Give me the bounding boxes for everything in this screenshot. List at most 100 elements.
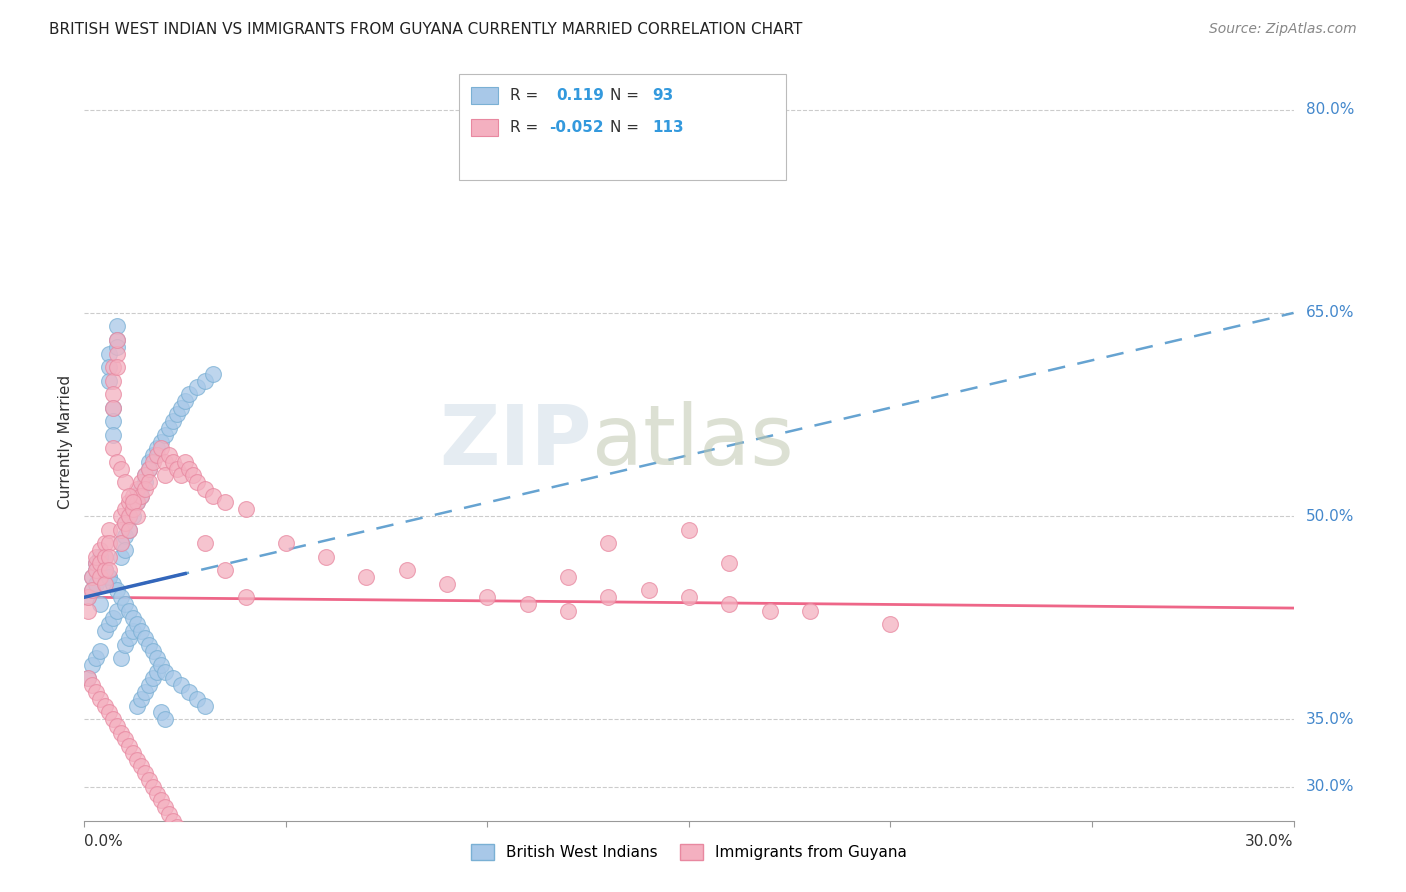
Point — [121, 502, 143, 516]
Point — [118, 489, 141, 503]
Point — [105, 455, 128, 469]
Point — [118, 739, 141, 754]
Point — [138, 455, 160, 469]
Text: R =: R = — [510, 120, 543, 136]
Point — [101, 360, 124, 375]
Point — [134, 482, 156, 496]
Point — [77, 604, 100, 618]
Point — [86, 651, 108, 665]
Point — [105, 719, 128, 733]
Point — [162, 414, 184, 428]
Point — [129, 759, 152, 773]
Text: 80.0%: 80.0% — [1306, 103, 1354, 118]
Point — [149, 434, 172, 449]
Point — [110, 651, 132, 665]
Point — [101, 576, 124, 591]
Point — [125, 698, 148, 713]
Point — [101, 374, 124, 388]
Point — [678, 591, 700, 605]
Point — [93, 563, 115, 577]
Text: ZIP: ZIP — [440, 401, 592, 482]
Point — [356, 570, 378, 584]
Point — [93, 624, 115, 639]
Point — [129, 475, 152, 490]
Point — [134, 475, 156, 490]
Point — [77, 672, 100, 686]
Point — [194, 536, 217, 550]
Point — [153, 427, 176, 442]
Text: 113: 113 — [652, 120, 685, 136]
Point — [170, 827, 193, 841]
Point — [162, 455, 184, 469]
Point — [101, 387, 124, 401]
Point — [125, 508, 148, 523]
Point — [97, 617, 120, 632]
Point — [118, 631, 141, 645]
Point — [82, 678, 104, 692]
Point — [179, 461, 201, 475]
Point — [110, 536, 132, 550]
Point — [153, 800, 176, 814]
Point — [121, 489, 143, 503]
Point — [86, 557, 108, 571]
Point — [157, 421, 180, 435]
Point — [97, 536, 120, 550]
Point — [93, 549, 115, 564]
Point — [118, 508, 141, 523]
Point — [598, 536, 620, 550]
Point — [557, 604, 579, 618]
Point — [89, 644, 111, 658]
Text: N =: N = — [610, 88, 644, 103]
Point — [97, 549, 120, 564]
Point — [105, 333, 128, 347]
Point — [146, 442, 169, 456]
Point — [121, 610, 143, 624]
Point — [114, 638, 136, 652]
Point — [110, 461, 132, 475]
Text: 93: 93 — [652, 88, 673, 103]
Point — [110, 549, 132, 564]
Bar — [471, 120, 498, 136]
Point — [121, 495, 143, 509]
Point — [129, 624, 152, 639]
Point — [315, 549, 337, 564]
Point — [138, 678, 160, 692]
Point — [758, 604, 780, 618]
Point — [170, 678, 193, 692]
Point — [179, 387, 201, 401]
Text: R =: R = — [510, 88, 543, 103]
Point — [118, 523, 141, 537]
Point — [678, 523, 700, 537]
Point — [149, 442, 172, 456]
Point — [214, 563, 236, 577]
Point — [170, 468, 193, 483]
Point — [153, 455, 176, 469]
Point — [97, 563, 120, 577]
Point — [110, 523, 132, 537]
Point — [86, 549, 108, 564]
Point — [718, 557, 741, 571]
Point — [89, 557, 111, 571]
Point — [97, 523, 120, 537]
Point — [97, 360, 120, 375]
Legend: British West Indians, Immigrants from Guyana: British West Indians, Immigrants from Gu… — [464, 838, 914, 866]
Point — [110, 591, 132, 605]
Point — [114, 502, 136, 516]
Point — [557, 570, 579, 584]
Point — [97, 570, 120, 584]
Point — [82, 657, 104, 672]
Point — [114, 732, 136, 747]
Point — [125, 482, 148, 496]
Text: 30.0%: 30.0% — [1246, 834, 1294, 849]
Point — [93, 563, 115, 577]
Point — [799, 604, 821, 618]
Point — [105, 604, 128, 618]
Point — [149, 793, 172, 807]
Point — [105, 583, 128, 598]
Point — [146, 787, 169, 801]
Point — [174, 393, 197, 408]
Point — [93, 563, 115, 577]
Point — [186, 691, 208, 706]
Point — [516, 597, 538, 611]
Point — [142, 644, 165, 658]
